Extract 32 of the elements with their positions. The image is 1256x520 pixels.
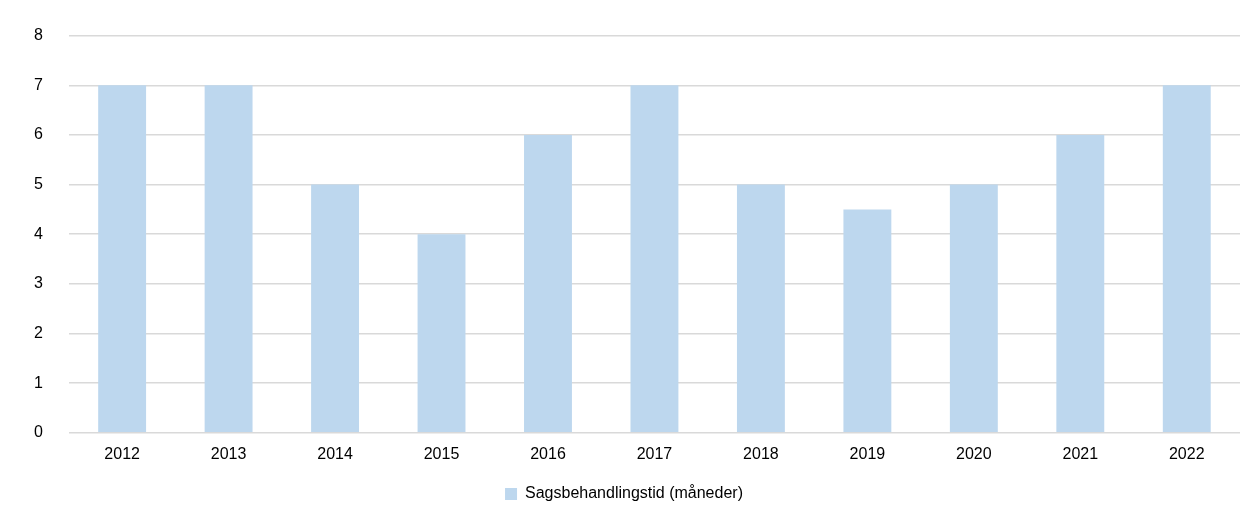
- bar: [311, 184, 360, 433]
- y-tick-label: 7: [33, 75, 43, 93]
- y-tick-label: 6: [33, 125, 43, 143]
- y-tick-label: 2: [33, 323, 43, 341]
- y-tick-label: 8: [33, 26, 43, 44]
- y-tick-label: 3: [33, 274, 43, 292]
- bar: [1162, 85, 1211, 433]
- x-tick-label: 2021: [1062, 444, 1099, 462]
- bar: [630, 85, 679, 433]
- bar: [204, 85, 253, 433]
- x-tick-label: 2012: [104, 444, 141, 462]
- x-tick-label: 2016: [530, 444, 566, 462]
- x-tick-label: 2022: [1168, 444, 1205, 462]
- bar: [98, 85, 147, 433]
- x-tick-label: 2017: [636, 444, 673, 462]
- y-tick-label: 0: [33, 423, 43, 441]
- bar: [949, 184, 998, 433]
- y-tick-label: 4: [33, 224, 43, 242]
- y-tick-label: 5: [33, 174, 43, 192]
- bar: [417, 234, 466, 433]
- x-tick-label: 2020: [956, 444, 992, 462]
- x-tick-label: 2018: [743, 444, 779, 462]
- bar: [843, 209, 892, 433]
- bar: [1056, 134, 1105, 433]
- y-tick-label: 1: [33, 373, 43, 391]
- x-tick-label: 2013: [210, 444, 247, 462]
- legend-label: Sagsbehandlingstid (måneder): [525, 484, 743, 502]
- x-tick-label: 2019: [849, 444, 886, 462]
- x-tick-label: 2014: [317, 444, 353, 462]
- bar: [524, 134, 572, 433]
- bar: [736, 184, 785, 433]
- x-tick-label: 2015: [423, 444, 460, 462]
